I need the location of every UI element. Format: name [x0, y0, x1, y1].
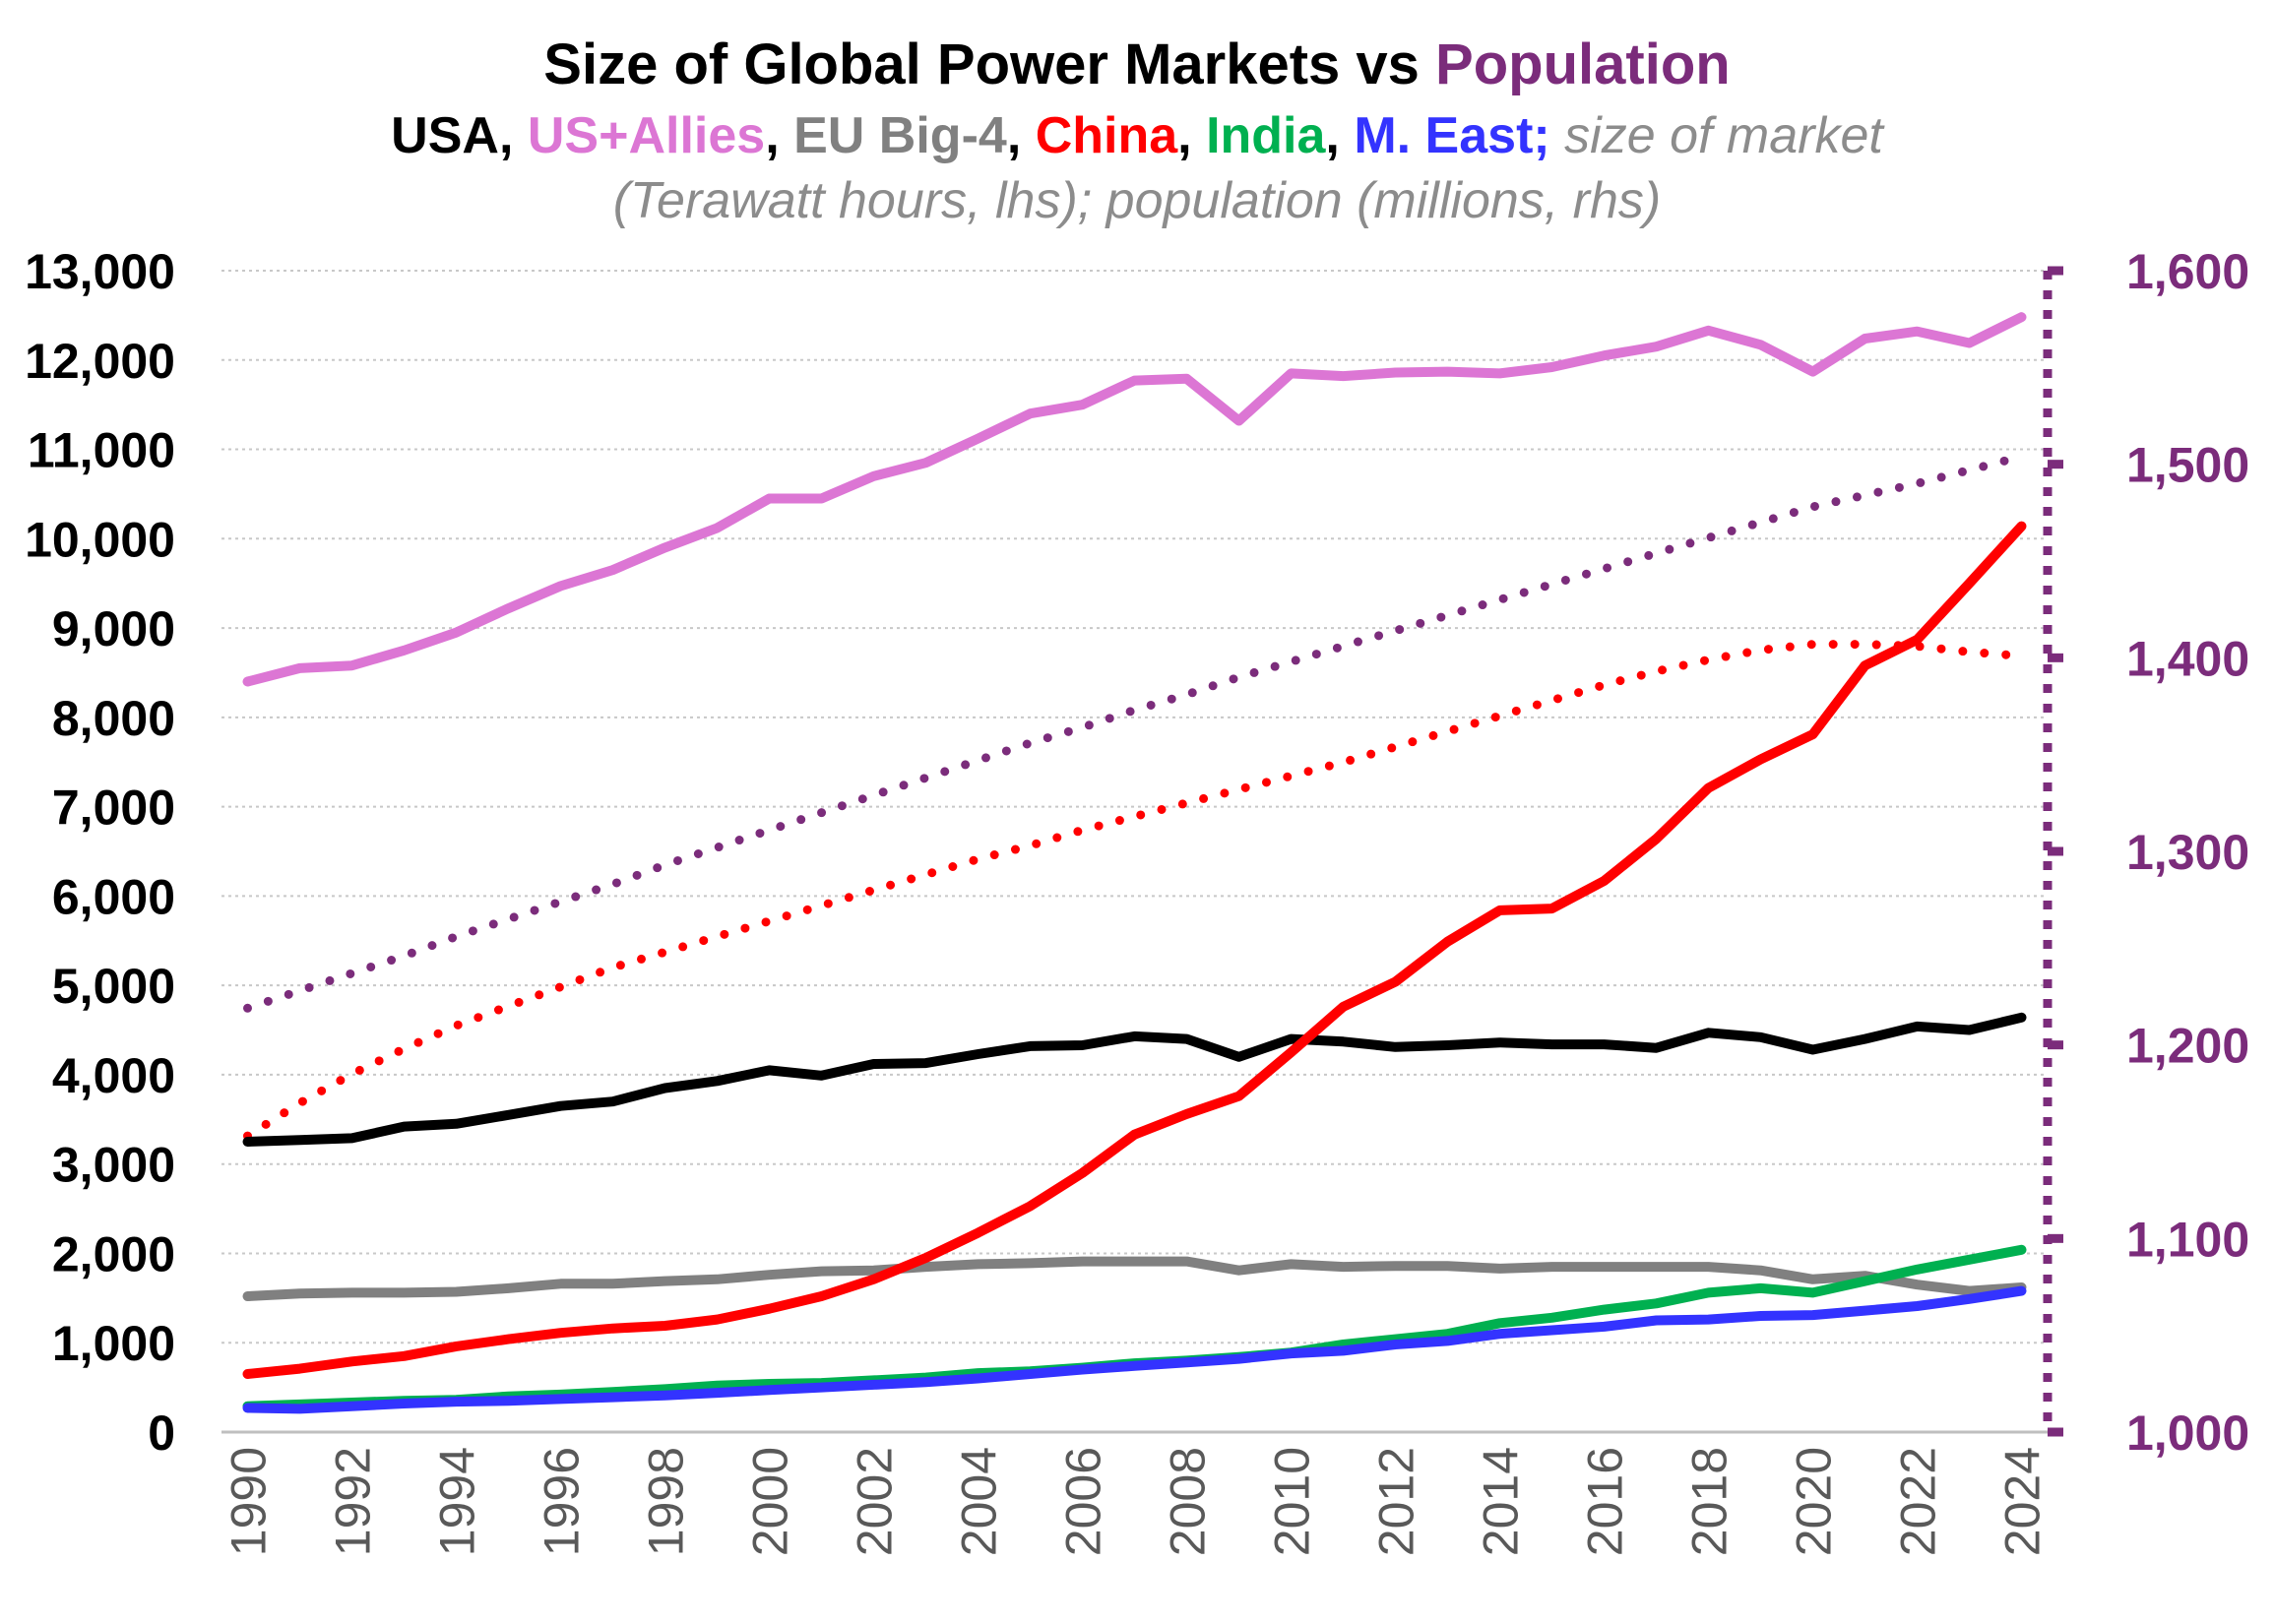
series-line-usa — [242, 1012, 2027, 1147]
subtitle-part: US+Allies — [527, 107, 766, 164]
x-tick-label: 2016 — [1578, 1447, 1633, 1556]
subtitle-part: , — [1177, 107, 1207, 164]
x-tick-label: 2020 — [1787, 1447, 1842, 1556]
y-left-tick-label: 1,000 — [52, 1316, 175, 1371]
subtitle-note: size of market — [1549, 107, 1883, 164]
x-tick-label: 2008 — [1161, 1447, 1216, 1556]
x-tick-label: 2000 — [743, 1447, 798, 1556]
series-line-m-east — [242, 1285, 2027, 1414]
y-left-tick-label: 0 — [148, 1405, 175, 1461]
chart-title-highlight: Population — [1435, 32, 1731, 96]
x-tick-label: 2010 — [1265, 1447, 1320, 1556]
y-left-tick-label: 2,000 — [52, 1226, 175, 1281]
y-left-tick-label: 5,000 — [52, 959, 175, 1014]
y-left-tick-label: 12,000 — [25, 334, 175, 389]
y-left-tick-label: 7,000 — [52, 781, 175, 836]
x-tick-label: 2018 — [1682, 1447, 1737, 1556]
series-line-china-population — [243, 640, 2026, 1141]
y-left-tick-label: 10,000 — [25, 512, 175, 567]
series-line-us-allies — [242, 312, 2027, 687]
y-left-tick-label: 4,000 — [52, 1048, 175, 1103]
y-left-tick-label: 3,000 — [52, 1138, 175, 1193]
chart-title: Size of Global Power Markets vs Populati… — [0, 31, 2274, 97]
subtitle-part: EU Big-4 — [793, 107, 1007, 164]
subtitle-part: M. East; — [1354, 107, 1550, 164]
x-tick-label: 2022 — [1891, 1447, 1946, 1556]
x-tick-label: 1992 — [326, 1447, 381, 1556]
x-tick-label: 2014 — [1474, 1447, 1529, 1556]
subtitle-part: China — [1035, 107, 1178, 164]
x-tick-label: 1996 — [535, 1447, 590, 1556]
y-right-tick-label: 1,200 — [2126, 1019, 2249, 1074]
x-tick-label: 1998 — [639, 1447, 694, 1556]
series-line-india — [242, 1244, 2027, 1411]
x-tick-label: 2024 — [1995, 1447, 2051, 1556]
y-right-tick-label: 1,000 — [2126, 1405, 2249, 1461]
y-right-tick-label: 1,100 — [2126, 1212, 2249, 1267]
y-left-tick-label: 13,000 — [25, 244, 175, 299]
x-tick-label: 2004 — [952, 1447, 1007, 1556]
y-right-tick-label: 1,600 — [2126, 244, 2249, 299]
subtitle-part: , — [1006, 107, 1036, 164]
x-tick-label: 1990 — [221, 1447, 277, 1556]
chart-subtitle-units: (Terawatt hours, lhs); population (milli… — [612, 172, 1662, 229]
x-tick-label: 2012 — [1369, 1447, 1424, 1556]
series-line-china — [242, 521, 2027, 1379]
y-right-tick-label: 1,500 — [2126, 438, 2249, 493]
series-line-india-population — [243, 452, 2026, 1013]
x-tick-label: 2002 — [848, 1447, 903, 1556]
y-right-tick-label: 1,300 — [2126, 825, 2249, 880]
subtitle-series-list: USA, US+Allies, EU Big-4, China, India, … — [391, 107, 1550, 164]
subtitle-part: India — [1206, 107, 1326, 164]
series-line-eu-big4 — [242, 1256, 2027, 1301]
y-left-tick-label: 8,000 — [52, 691, 175, 746]
x-tick-label: 2006 — [1056, 1447, 1111, 1556]
y-left-tick-label: 11,000 — [28, 423, 175, 478]
subtitle-part: , — [765, 107, 794, 164]
chart-subtitle: USA, US+Allies, EU Big-4, China, India, … — [0, 106, 2274, 165]
y-left-tick-label: 9,000 — [52, 601, 175, 656]
subtitle-part: , — [498, 107, 528, 164]
subtitle-part: USA — [391, 107, 499, 164]
y-right-tick-label: 1,400 — [2126, 631, 2249, 686]
x-tick-label: 1994 — [430, 1447, 485, 1556]
chart-title-prefix: Size of Global Power Markets vs — [543, 32, 1436, 96]
subtitle-part: , — [1325, 107, 1355, 164]
y-left-tick-label: 6,000 — [52, 869, 175, 924]
